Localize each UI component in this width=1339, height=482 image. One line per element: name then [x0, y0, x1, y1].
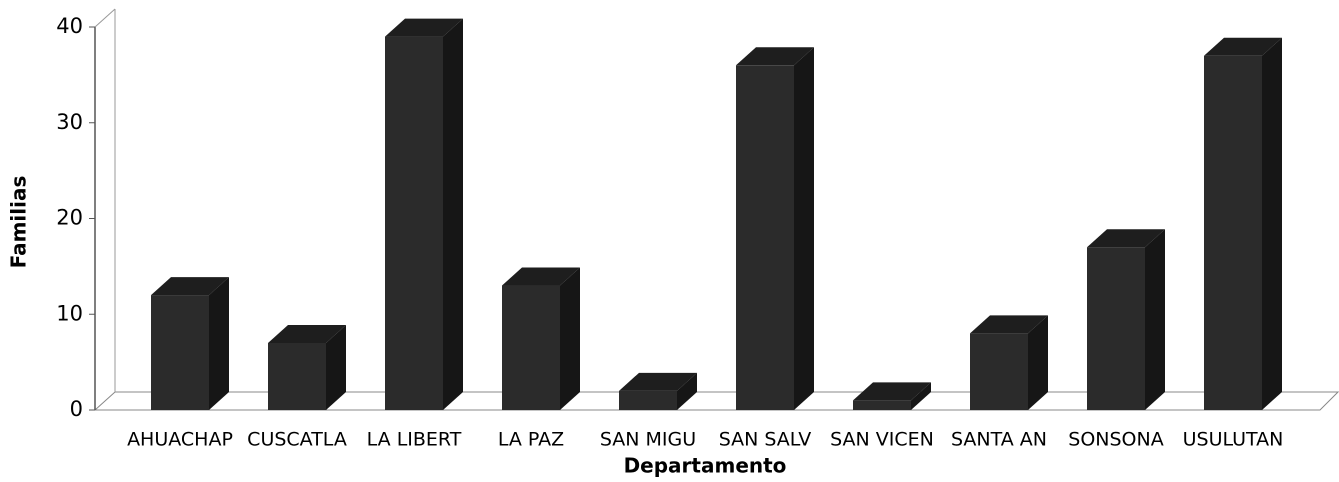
bar-side: [443, 18, 463, 410]
bar-top: [1087, 229, 1165, 248]
y-tick-label: 40: [56, 14, 83, 38]
bar: [1087, 247, 1145, 410]
x-tick-label: SAN SALV: [719, 429, 812, 451]
bar: [385, 36, 443, 410]
x-tick-label: LA PAZ: [498, 429, 564, 451]
bar: [853, 400, 911, 410]
y-tick-label: 10: [56, 301, 83, 325]
bar-side: [560, 267, 580, 410]
bar-top: [736, 47, 814, 66]
bar-side: [326, 324, 346, 410]
bar-top: [970, 315, 1048, 334]
x-tick-label: SANTA AN: [951, 429, 1047, 451]
wall-top-edge: [94, 8, 116, 28]
bar-side: [1028, 315, 1048, 410]
bar-top: [502, 267, 580, 286]
x-tick-label: SAN MIGU: [600, 429, 696, 451]
bar: [502, 285, 560, 410]
bar-top: [853, 382, 931, 401]
bar-top: [268, 324, 346, 343]
bar: [268, 342, 326, 410]
bar-side: [794, 47, 814, 411]
bar: [1204, 55, 1262, 410]
x-tick-label: AHUACHAP: [127, 429, 233, 451]
x-tick-label: SAN VICEN: [830, 429, 934, 451]
bar-side: [677, 372, 697, 410]
x-tick-label: CUSCATLA: [247, 429, 347, 451]
x-tick-label: USULUTAN: [1183, 429, 1284, 451]
x-tick-label: SONSONA: [1068, 429, 1163, 451]
x-tick-label: LA LIBERT: [367, 429, 462, 451]
x-axis-title: Departamento: [624, 454, 787, 478]
bar-top: [385, 18, 463, 37]
bar-side: [209, 277, 229, 410]
bar-side: [911, 382, 931, 410]
bar-side: [1262, 37, 1282, 410]
bar: [736, 65, 794, 411]
y-tick-label: 30: [56, 110, 83, 134]
bar-top: [151, 277, 229, 296]
bar-top: [1204, 37, 1282, 56]
bar-side: [1145, 229, 1165, 410]
bar: [151, 295, 209, 410]
y-axis-title: Familias: [7, 176, 31, 269]
bar-top: [619, 372, 697, 391]
y-tick-label: 0: [70, 397, 83, 421]
bar: [970, 333, 1028, 410]
bar: [619, 390, 677, 410]
y-tick-label: 20: [56, 206, 83, 230]
